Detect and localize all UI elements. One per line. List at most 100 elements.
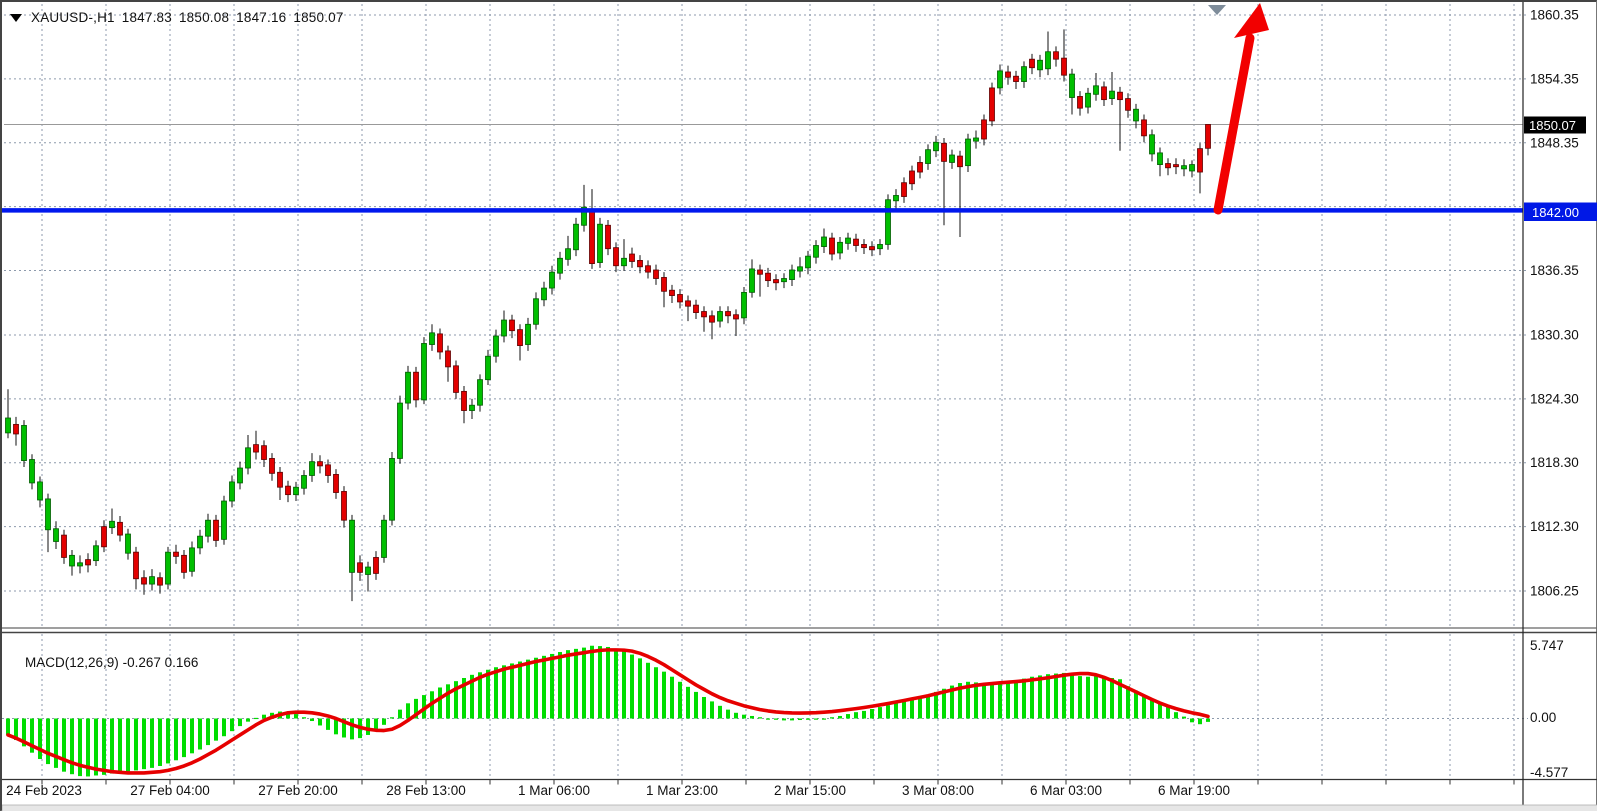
candle-body-up [309, 461, 315, 476]
candle-body-up [565, 248, 571, 260]
macd-hist-bar [662, 671, 666, 719]
macd-hist-bar [990, 684, 994, 719]
macd-hist-bar [94, 718, 98, 776]
macd-hist-bar [150, 718, 154, 768]
candle-body-up [821, 236, 827, 247]
candle-body-up [365, 566, 371, 575]
macd-hist-bar [966, 681, 970, 719]
candle-body-down [1173, 164, 1179, 168]
macd-hist-bar [838, 715, 842, 719]
macd-hist-bar [870, 709, 874, 719]
macd-hist-bar [1046, 674, 1050, 719]
macd-hist-bar [678, 681, 682, 719]
macd-hist-bar [46, 718, 50, 765]
macd-hist-bar [958, 683, 962, 719]
candle-body-down [61, 534, 67, 558]
macd-hist-bar [1078, 676, 1082, 719]
candle-body-down [213, 519, 219, 541]
macd-axis-zero: 0.00 [1530, 710, 1556, 725]
candle-body-up [29, 459, 35, 484]
red-arrow-head[interactable] [1234, 3, 1269, 38]
candle-body-down [829, 237, 835, 255]
candle-body-up [1085, 92, 1091, 108]
macd-hist-bar [526, 659, 530, 719]
macd-hist-bar [62, 718, 66, 772]
macd-hist-bar [702, 696, 706, 719]
macd-hist-bar [686, 686, 690, 719]
candle-body-down [853, 238, 859, 246]
candle-body-up [741, 291, 747, 319]
candle-body-up [21, 425, 27, 461]
candle-body-down [637, 260, 643, 268]
candle-body-up [933, 141, 939, 152]
candle-body-up [813, 245, 819, 258]
candle-body-up [37, 481, 43, 501]
symbol-timeframe-label: XAUUSD-,H1 [31, 10, 115, 25]
candle-body-down [461, 390, 467, 411]
candle-body-up [749, 268, 755, 293]
macd-hist-bar [438, 687, 442, 719]
macd-hist-bar [934, 691, 938, 719]
scroll-marker-icon[interactable] [1208, 5, 1226, 15]
macd-hist-bar [646, 662, 650, 719]
macd-hist-bar [950, 685, 954, 719]
candle-body-up [1021, 66, 1027, 82]
bottom-scroll-strip[interactable] [2, 804, 1597, 811]
macd-hist-bar [1198, 718, 1202, 725]
macd-hist-bar [398, 709, 402, 719]
candle-body-down [693, 304, 699, 313]
candle-body-up [1109, 90, 1115, 99]
candle-body-up [845, 237, 851, 244]
macd-hist-bar [1102, 676, 1106, 719]
candle-body-up [477, 379, 483, 406]
macd-hist-bar [1118, 679, 1122, 719]
red-arrow-shaft[interactable] [1213, 33, 1255, 215]
candle-body-up [797, 266, 803, 272]
macd-hist-bar [718, 705, 722, 719]
macd-hist-bar [830, 717, 834, 719]
candle-body-up [973, 137, 979, 142]
candle-body-up [349, 519, 355, 573]
candle-body-up [781, 278, 787, 283]
time-axis-label: 6 Mar 19:00 [1158, 783, 1230, 798]
candle-body-up [533, 298, 539, 325]
macd-hist-bar [1134, 690, 1138, 719]
candle-body-up [573, 223, 579, 251]
macd-hist-bar [190, 718, 194, 754]
macd-hist-bar [302, 717, 306, 719]
candle-body-down [685, 300, 691, 307]
candle-body-up [149, 576, 155, 585]
macd-name: MACD(12,26,9) [25, 655, 119, 670]
candles-layer[interactable] [5, 29, 1211, 602]
candle-body-down [277, 471, 283, 488]
candle-body-up [549, 271, 555, 289]
macd-signal-line [6, 648, 1210, 775]
time-axis-label: 6 Mar 03:00 [1030, 783, 1102, 798]
candle-body-up [789, 269, 795, 280]
macd-hist-bar [630, 654, 634, 719]
macd-hist-bar [790, 718, 794, 721]
macd-hist-bar [1206, 718, 1210, 722]
candle-body-down [909, 170, 915, 185]
candle-body-down [733, 314, 739, 320]
candle-body-up [597, 223, 603, 263]
candle-body-down [613, 247, 619, 267]
current-price-tag [1524, 116, 1586, 134]
macd-hist-bar [1142, 695, 1146, 719]
candle-body-down [677, 294, 683, 303]
macd-hist-bar [566, 650, 570, 719]
macd-hist-bar [1182, 716, 1186, 719]
candle-body-down [517, 329, 523, 346]
candle-body-up [965, 138, 971, 167]
macd-histogram-layer[interactable] [6, 645, 1210, 777]
candle-body-up [197, 535, 203, 549]
ohlc-close-value: 1850.07 [293, 10, 344, 25]
macd-axis-min: -4.577 [1530, 765, 1568, 780]
macd-hist-bar [590, 645, 594, 719]
chart-title: XAUUSD-,H1 1847.83 1850.08 1847.16 1850.… [10, 10, 344, 25]
symbol-dropdown-icon[interactable] [10, 13, 22, 22]
candle-body-down [981, 119, 987, 140]
macd-hist-bar [558, 652, 562, 719]
